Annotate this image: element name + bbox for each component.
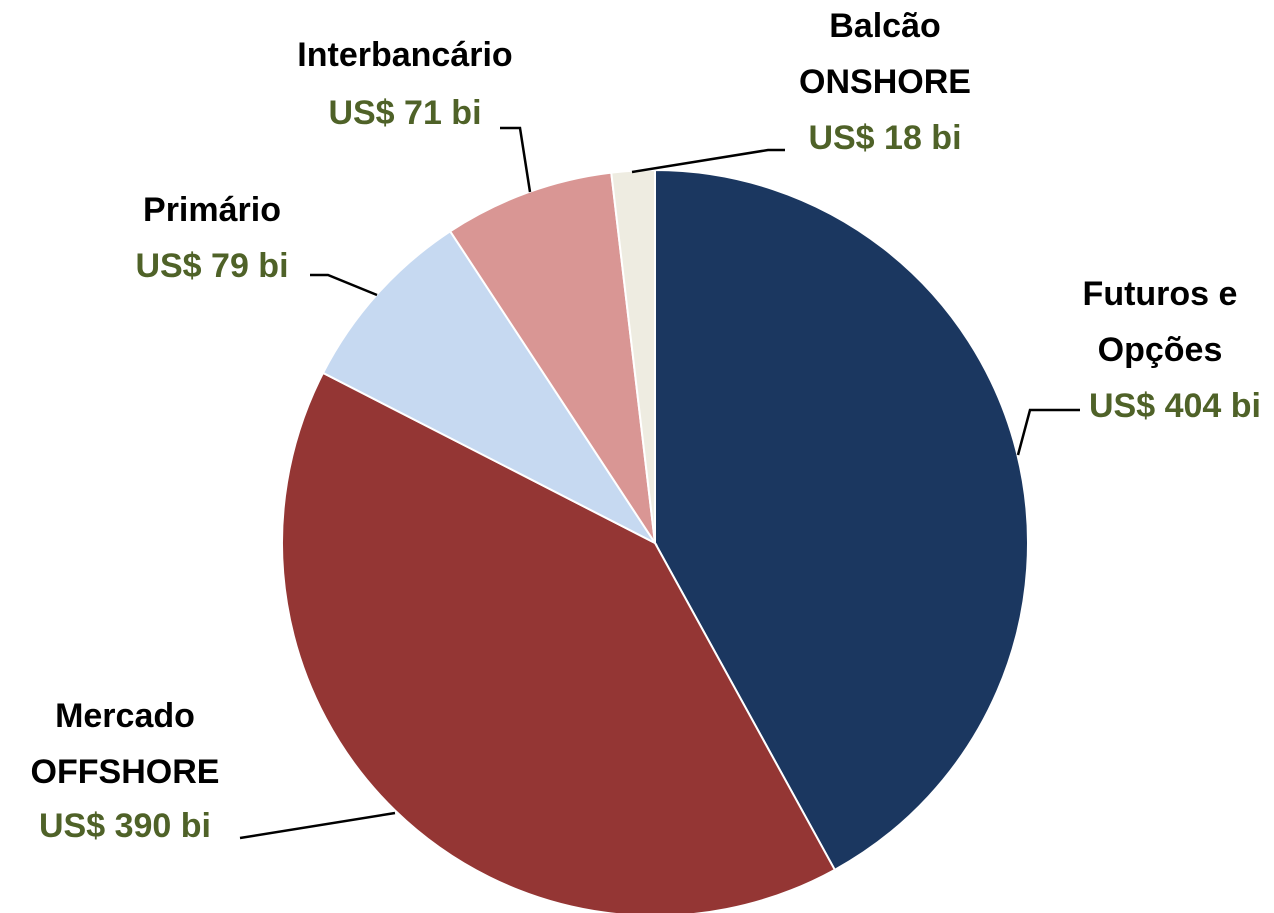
value-label: US$ 18 bi: [808, 119, 961, 157]
category-label: Primário: [143, 191, 281, 229]
pie-slice: [654, 168, 1029, 872]
leader-line: [631, 148, 785, 174]
pie: [281, 168, 1029, 913]
value-label: US$ 79 bi: [135, 247, 288, 285]
value-label: US$ 404 bi: [1089, 387, 1261, 425]
leader-line: [310, 273, 378, 297]
leader-line: [500, 126, 532, 193]
category-label: Futuros e Opções: [1083, 275, 1238, 369]
leader-line: [1016, 408, 1080, 456]
value-label: US$ 71 bi: [328, 94, 481, 132]
value-label: US$ 390 bi: [39, 807, 211, 845]
category-label: Mercado OFFSHORE: [31, 697, 220, 791]
leader-line: [239, 811, 396, 840]
labels: Futuros e Opções US$ 404 bi Mercado OFFSHORE…: [31, 7, 1261, 845]
category-label: Balcão ONSHORE: [799, 7, 971, 101]
pie-slice: [448, 171, 656, 544]
category-label: Interbancário: [297, 36, 512, 74]
